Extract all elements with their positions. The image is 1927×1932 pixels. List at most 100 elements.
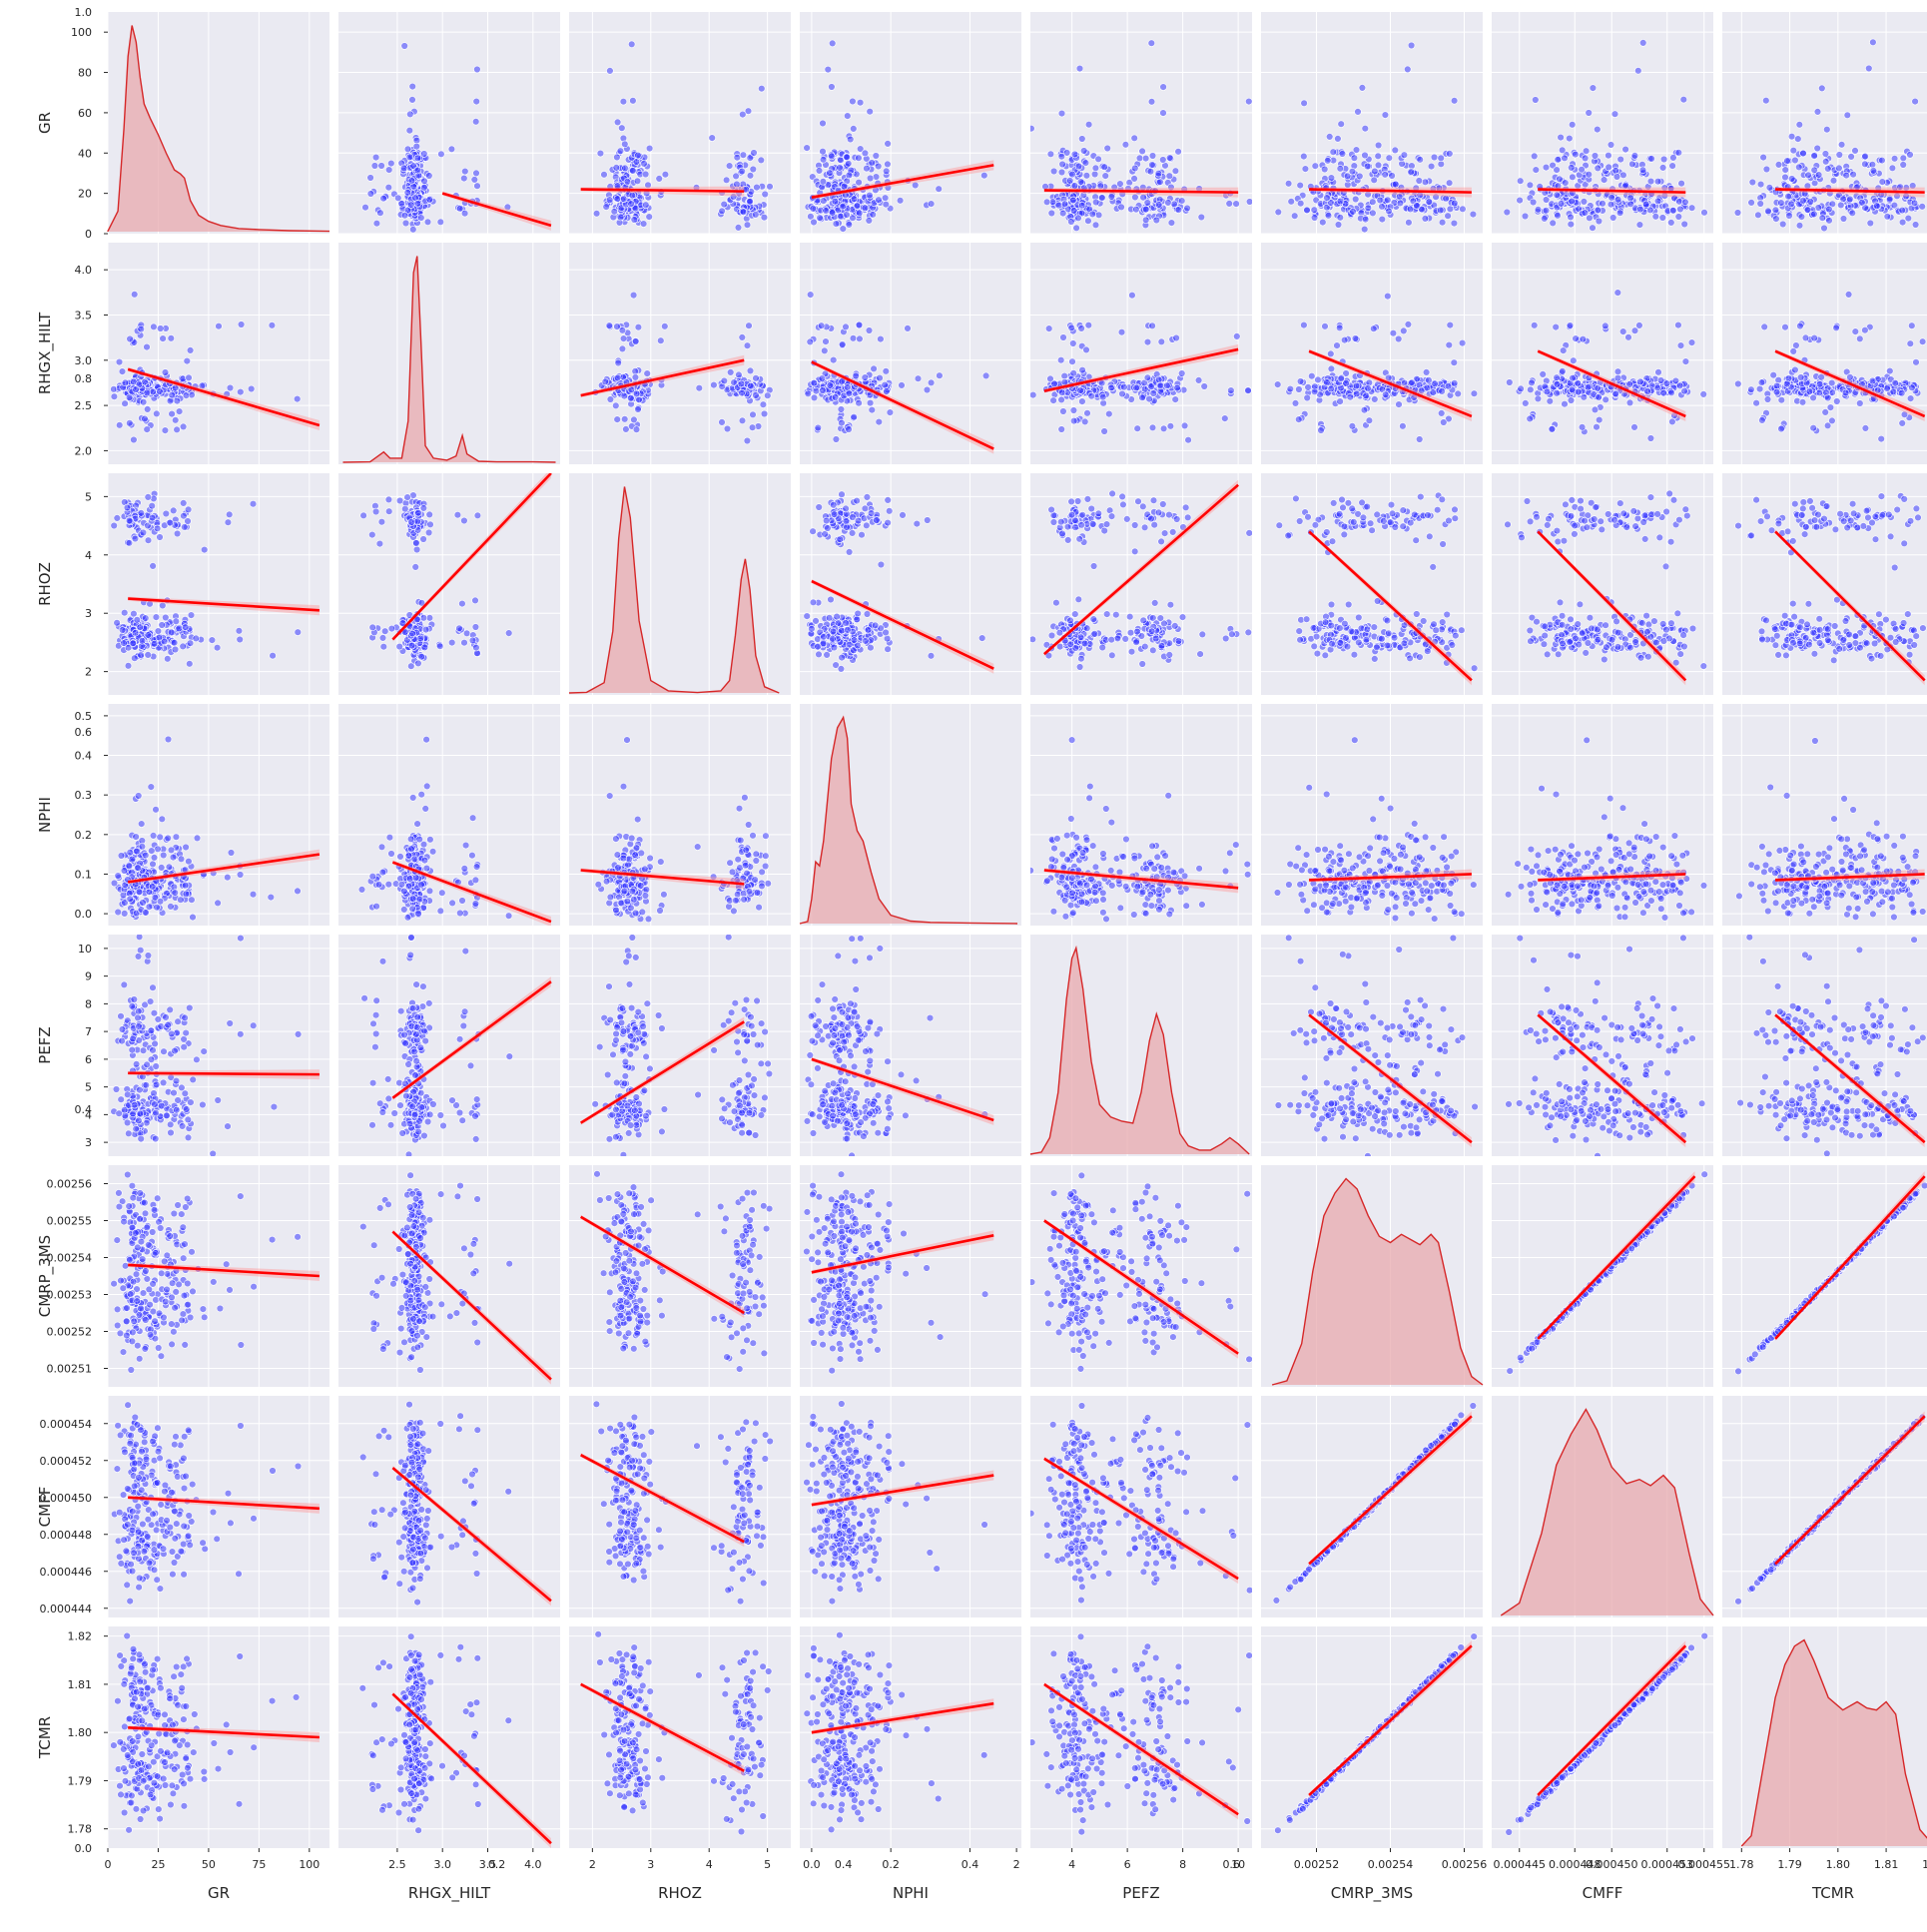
subplot-RHGX_HILT-vs-CMFF <box>1492 243 1713 464</box>
scatter-point <box>401 219 410 228</box>
scatter-point <box>416 634 424 643</box>
scatter-points <box>1734 291 1927 443</box>
scatter-point <box>1130 521 1139 529</box>
scatter-point <box>1100 526 1108 535</box>
scatter-point <box>157 324 165 332</box>
scatter-point <box>1141 642 1149 651</box>
scatter-point <box>1157 641 1166 650</box>
scatter-point <box>1849 171 1857 179</box>
scatter-points <box>110 489 320 670</box>
scatter-point <box>420 150 428 158</box>
scatter-point <box>460 210 469 218</box>
scatter-point <box>1395 400 1403 408</box>
scatter-point <box>605 196 614 204</box>
scatter-points <box>1274 41 1478 234</box>
scatter-point <box>1451 199 1459 208</box>
scatter-points <box>803 490 994 674</box>
scatter-point <box>368 530 376 539</box>
scatter-point <box>1172 515 1181 523</box>
scatter-point <box>899 511 907 519</box>
scatter-point <box>381 627 389 635</box>
scatter-point <box>1342 369 1350 377</box>
scatter-point <box>1067 218 1075 226</box>
scatter-point <box>1787 200 1795 209</box>
scatter-point <box>1147 39 1156 47</box>
scatter-point <box>1469 210 1478 219</box>
scatter-point <box>1291 399 1300 407</box>
scatter-point <box>853 202 862 210</box>
scatter-point <box>639 220 648 228</box>
scatter-point <box>866 191 874 200</box>
scatter-point <box>1421 215 1430 223</box>
scatter-point <box>764 391 772 399</box>
scatter-point <box>1334 221 1343 229</box>
scatter-points <box>359 473 552 670</box>
scatter-point <box>882 201 890 209</box>
scatter-point <box>1384 373 1393 382</box>
scatter-point <box>661 171 670 179</box>
scatter-point <box>1621 145 1629 154</box>
regression-line <box>811 579 994 670</box>
scatter-point <box>1839 195 1847 203</box>
scatter-point <box>377 517 386 526</box>
scatter-point <box>810 379 818 387</box>
scatter-point <box>1796 322 1804 330</box>
scatter-point <box>1810 210 1818 219</box>
scatter-point <box>1100 163 1108 171</box>
scatter-point <box>1764 207 1772 216</box>
scatter-point <box>1568 197 1576 206</box>
regression-line <box>1043 483 1239 656</box>
scatter-point <box>1287 198 1295 206</box>
scatter-point <box>738 388 746 397</box>
scatter-point <box>981 371 990 380</box>
kde-area-GR <box>108 25 329 232</box>
scatter-point <box>1119 500 1127 509</box>
scatter-point <box>1820 224 1828 233</box>
scatter-point <box>1138 393 1146 401</box>
subplot-background <box>1030 473 1252 695</box>
scatter-point <box>830 510 839 518</box>
scatter-point <box>1578 423 1587 431</box>
scatter-point <box>1654 368 1662 376</box>
scatter-point <box>1407 168 1416 176</box>
scatter-point <box>1541 215 1549 223</box>
scatter-point <box>460 174 468 183</box>
subplot-RHOZ-vs-RHGX_HILT <box>338 473 560 695</box>
scatter-point <box>1083 495 1092 503</box>
scatter-point <box>1844 291 1853 299</box>
scatter-point <box>1163 381 1171 389</box>
scatter-point <box>1295 385 1303 393</box>
scatter-point <box>1625 380 1633 388</box>
scatter-point <box>248 384 256 393</box>
scatter-point <box>1756 180 1765 189</box>
scatter-point <box>1348 422 1357 430</box>
scatter-point <box>1668 162 1676 170</box>
scatter-point <box>1517 384 1525 393</box>
scatter-point <box>1606 141 1615 149</box>
scatter-point <box>1634 67 1642 75</box>
scatter-point <box>734 224 743 232</box>
scatter-point <box>1783 379 1791 388</box>
scatter-point <box>747 382 755 390</box>
scatter-point <box>268 322 277 329</box>
scatter-point <box>1771 206 1780 215</box>
scatter-point <box>1336 165 1345 173</box>
scatter-point <box>619 195 628 203</box>
scatter-point <box>743 221 752 229</box>
scatter-point <box>1200 382 1208 390</box>
scatter-point <box>1559 346 1568 354</box>
scatter-point <box>379 195 387 203</box>
scatter-point <box>1446 321 1455 329</box>
scatter-point <box>1369 209 1377 218</box>
scatter-point <box>1667 388 1675 396</box>
scatter-point <box>1861 160 1869 169</box>
scatter-point <box>371 507 380 516</box>
scatter-point <box>1646 434 1655 442</box>
scatter-point <box>1075 535 1083 543</box>
scatter-point <box>1818 214 1827 222</box>
scatter-point <box>161 426 170 434</box>
scatter-point <box>1059 407 1067 415</box>
regression-line <box>1775 188 1925 194</box>
scatter-point <box>1117 203 1125 212</box>
scatter-point <box>936 371 944 379</box>
